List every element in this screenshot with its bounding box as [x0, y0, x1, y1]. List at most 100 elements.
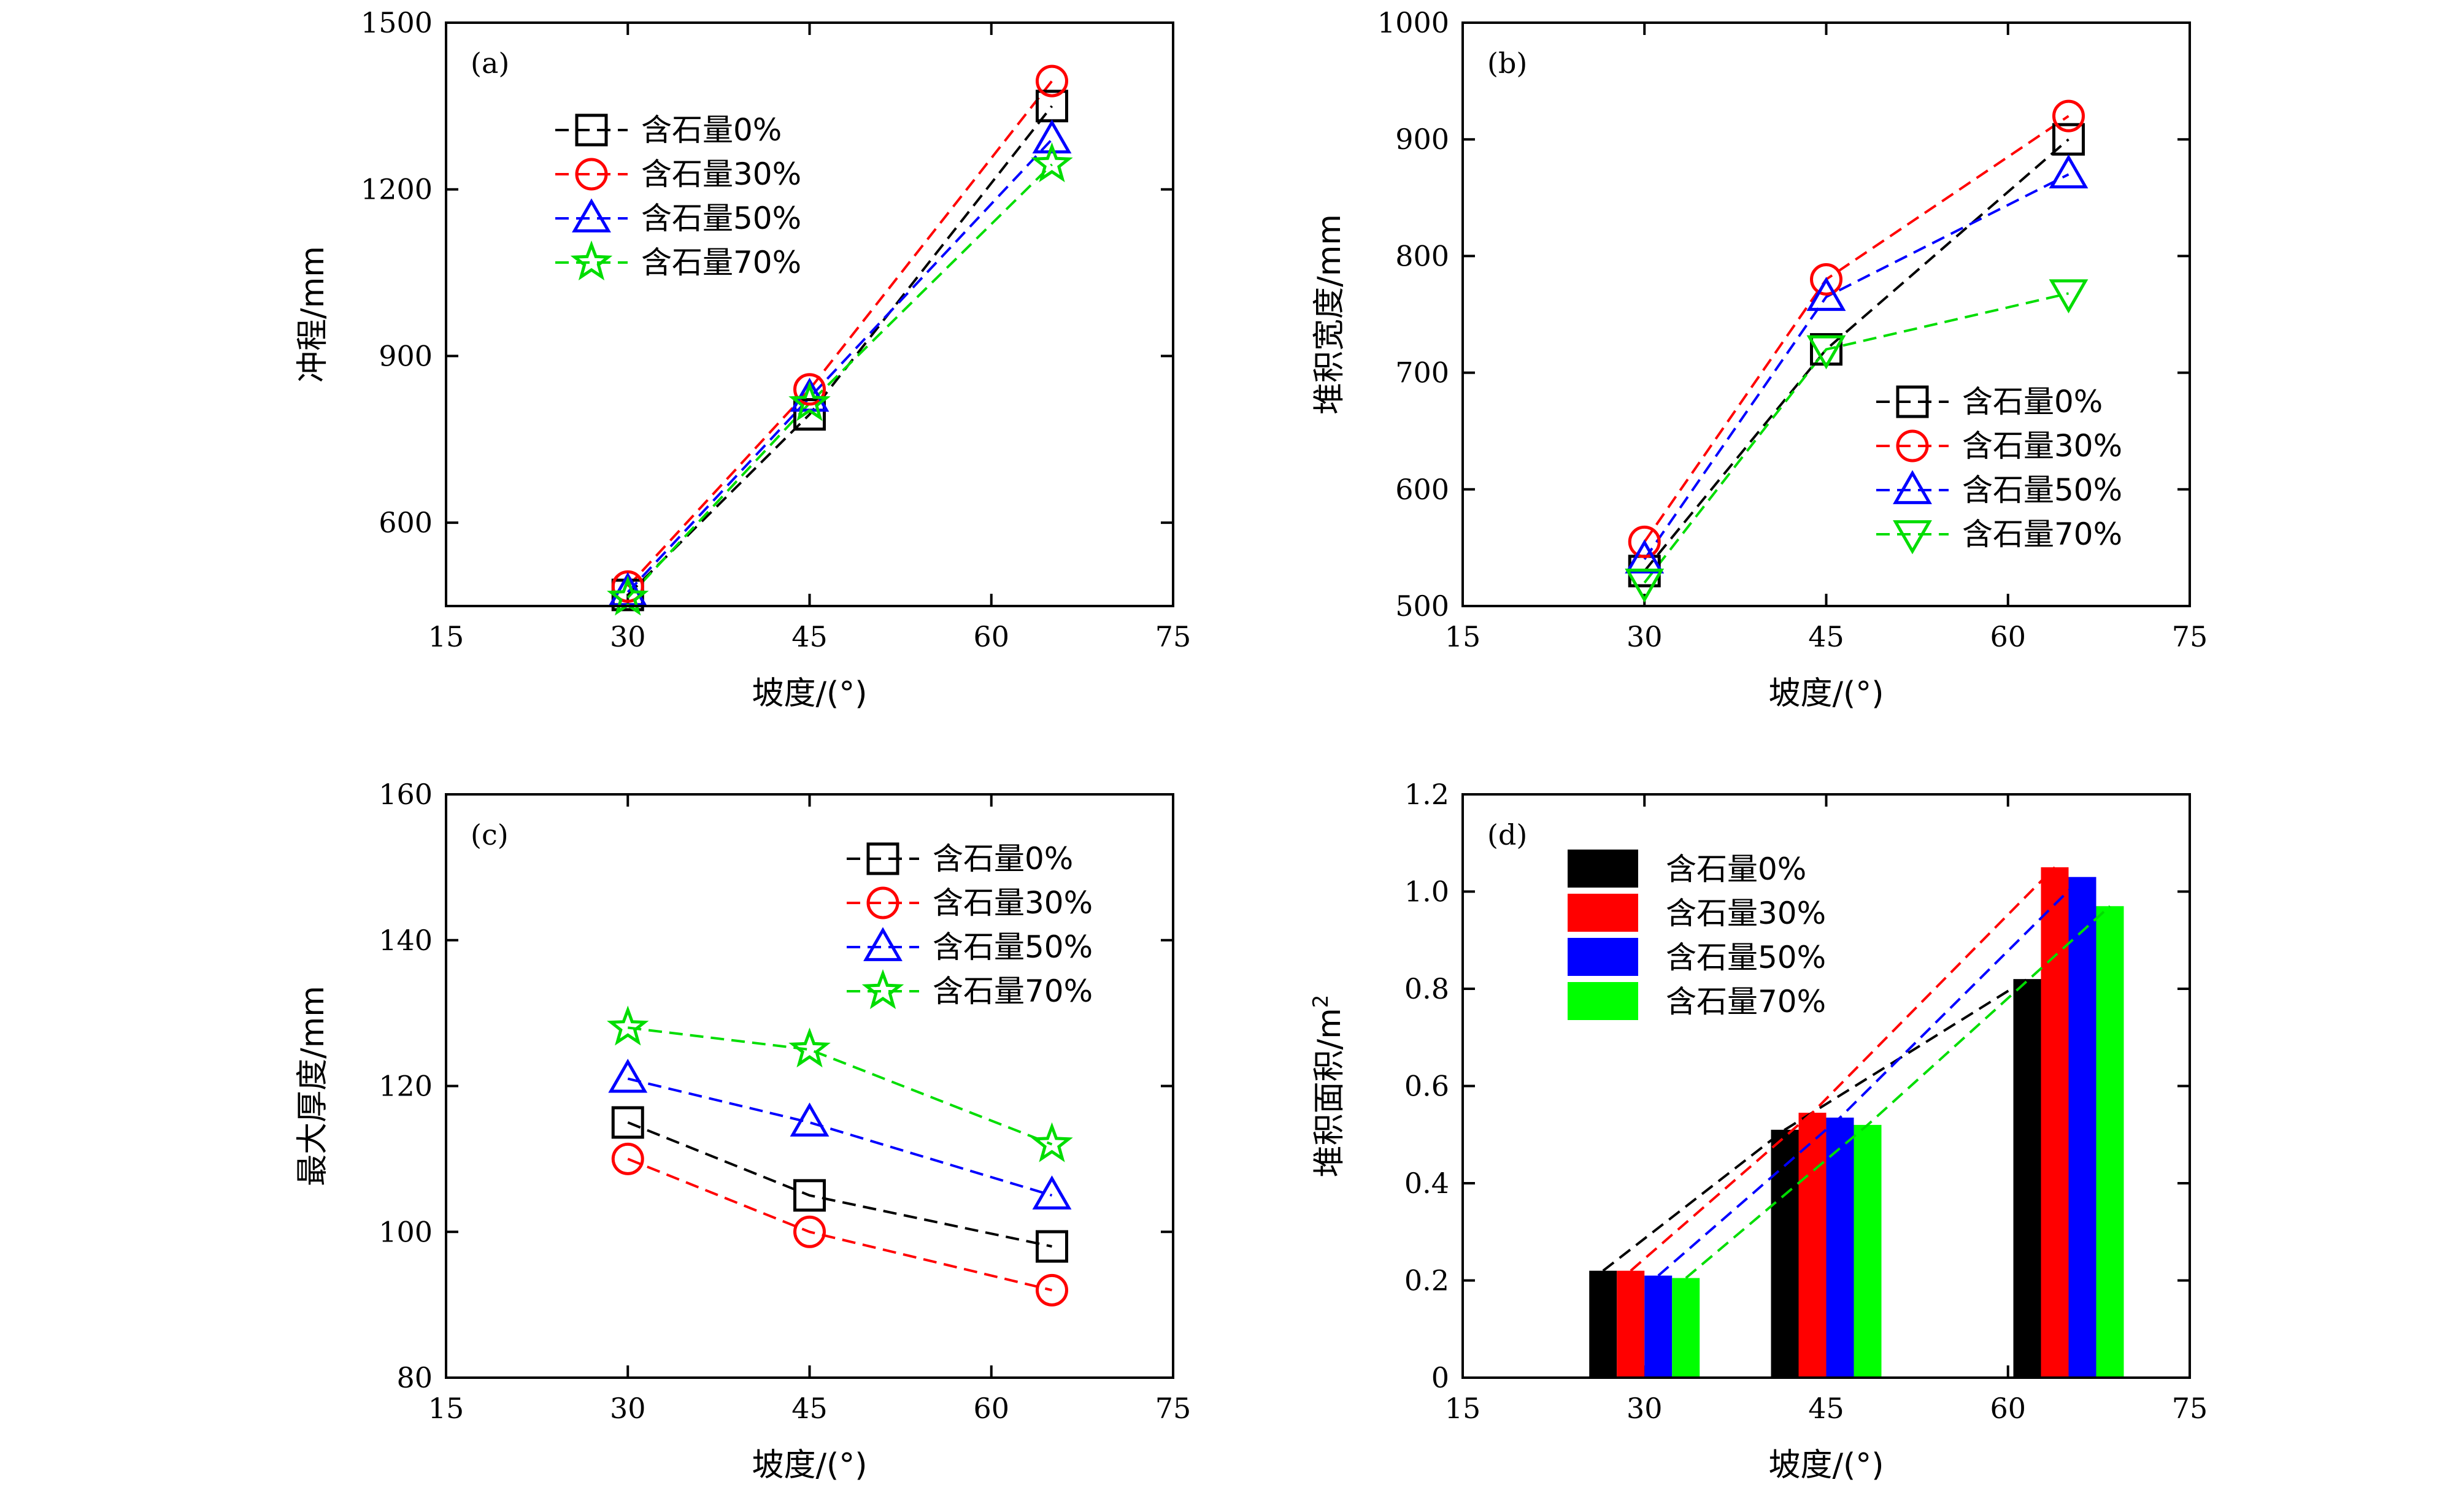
- data-point: [611, 1106, 644, 1139]
- data-point: [611, 570, 644, 603]
- legend-item: 含石量30%: [555, 156, 801, 192]
- y-tick-label: 1500: [361, 6, 433, 39]
- x-tick-label: 15: [428, 1392, 464, 1425]
- data-point: [1806, 335, 1846, 370]
- legend-marker: [1896, 429, 1929, 462]
- series-line: [627, 1077, 1053, 1197]
- legend-item: 含石量50%: [1876, 470, 2122, 508]
- legend-label: 含石量50%: [933, 929, 1093, 965]
- y-tick-label: 0.2: [1404, 1264, 1449, 1297]
- series-line: [1643, 292, 2069, 584]
- y-tick-label: 160: [379, 778, 433, 811]
- legend-item: 含石量70%: [1568, 982, 1826, 1020]
- x-tick-label: 15: [1445, 1392, 1481, 1425]
- bar: [2096, 906, 2124, 1378]
- legend-marker: [1896, 385, 1929, 418]
- legend-marker: [863, 927, 903, 961]
- data-point: [1031, 1122, 1073, 1162]
- x-tick-label: 75: [2172, 1392, 2208, 1425]
- legend-item: 含石量0%: [1876, 384, 2103, 420]
- legend-swatch: [1568, 938, 1638, 976]
- y-tick-label: 1000: [1377, 6, 1449, 39]
- data-point: [793, 398, 826, 431]
- panel-label: (c): [471, 818, 509, 851]
- data-point: [788, 1027, 831, 1068]
- y-tick-label: 1200: [361, 173, 433, 206]
- data-point: [790, 1102, 830, 1137]
- legend-label: 含石量30%: [1666, 896, 1826, 931]
- y-axis-label: 最大厚度/mm: [295, 986, 331, 1186]
- bar: [2068, 877, 2096, 1378]
- x-tick-label: 15: [428, 620, 464, 653]
- y-tick-label: 80: [396, 1361, 433, 1394]
- y-tick-label: 0.4: [1404, 1167, 1449, 1200]
- legend-label: 含石量0%: [641, 112, 782, 148]
- x-tick-label: 60: [1990, 1392, 2026, 1425]
- series-line: [626, 80, 1053, 588]
- x-axis-label: 坡度/(°): [752, 1447, 867, 1484]
- panel-b: 15 30 45 60 75 500 600 700 800 900 1000 (b) 坡度/(°) 堆积…: [1311, 6, 2208, 712]
- y-tick-label: 700: [1395, 356, 1449, 390]
- legend: 含石量0% 含石量30% 含石量50% 含石量70%: [1876, 384, 2122, 555]
- series-line: [626, 105, 1053, 596]
- plot-frame: [445, 21, 1174, 607]
- x-tick-label: 45: [1808, 1392, 1844, 1425]
- legend-marker: [866, 842, 899, 875]
- legend-label: 含石量70%: [1666, 984, 1826, 1019]
- bar: [1798, 1113, 1827, 1378]
- y-tick-label: 0: [1431, 1361, 1449, 1394]
- legend-item: 含石量0%: [555, 112, 782, 148]
- data-point: [1036, 1230, 1068, 1263]
- legend: 含石量0% 含石量30% 含石量50% 含石量70%: [847, 841, 1093, 1010]
- y-axis-label: 冲程/mm: [295, 246, 331, 383]
- data-point: [1036, 1273, 1068, 1307]
- legend-marker: [1893, 520, 1932, 555]
- data-point: [1628, 525, 1661, 558]
- series-line: [628, 1026, 1053, 1146]
- legend-item: 含石量30%: [847, 885, 1093, 921]
- x-tick-label: 60: [1990, 620, 2026, 653]
- y-tick-label: 600: [1395, 473, 1449, 506]
- legend-label: 含石量50%: [1962, 472, 2122, 508]
- legend-item: 含石量50%: [1568, 938, 1826, 976]
- x-tick-label: 45: [791, 1392, 828, 1425]
- legend-item: 含石量0%: [847, 841, 1073, 877]
- legend-label: 含石量70%: [641, 245, 801, 280]
- legend-swatch: [1568, 850, 1638, 888]
- panel-d: 15 30 45 60 75 0 0.2 0.4 0.6 0.8 1.0 1.2 (d) 坡度/(°) 堆积…: [1309, 778, 2208, 1484]
- legend-item: 含石量70%: [555, 240, 801, 281]
- plot-frame: [1461, 21, 2191, 607]
- data-point: [2052, 99, 2085, 132]
- x-tick-label: 45: [1808, 620, 1844, 653]
- data-point: [793, 1179, 826, 1212]
- x-tick-label: 75: [1155, 1392, 1192, 1425]
- series-trend-line: [1657, 876, 2084, 1277]
- data-point: [1036, 64, 1068, 98]
- x-axis-label: 坡度/(°): [1768, 1447, 1884, 1484]
- y-axis-label: 堆积面积/m2: [1309, 995, 1348, 1178]
- legend-swatch: [1568, 894, 1638, 932]
- legend-marker: [575, 158, 608, 191]
- legend-marker: [866, 886, 899, 919]
- legend-marker: [861, 969, 904, 1010]
- data-point: [1032, 119, 1072, 154]
- plot-frame: [445, 793, 1174, 1379]
- series-line: [626, 138, 1053, 593]
- data-point: [608, 1058, 648, 1093]
- legend-marker: [1893, 470, 1932, 504]
- plot-frame: [1461, 793, 2191, 1379]
- legend-item: 含石量70%: [847, 969, 1093, 1010]
- legend-label: 含石量30%: [933, 885, 1093, 921]
- x-axis-label: 坡度/(°): [1768, 675, 1884, 712]
- x-tick-label: 30: [1627, 620, 1663, 653]
- y-tick-label: 900: [379, 339, 433, 372]
- y-tick-label: 800: [1395, 239, 1449, 272]
- legend-item: 含石量30%: [1876, 428, 2122, 464]
- data-point: [1625, 539, 1665, 574]
- x-tick-label: 30: [610, 1392, 646, 1425]
- x-tick-label: 60: [973, 620, 1009, 653]
- legend-label: 含石量0%: [1666, 851, 1806, 887]
- panel-label: (a): [471, 47, 509, 80]
- series-line: [1643, 173, 2069, 561]
- panel-a: 15 30 45 60 75 600 900 1200 1500 (a) 坡度/(°) 冲程/mm 含石…: [295, 6, 1191, 712]
